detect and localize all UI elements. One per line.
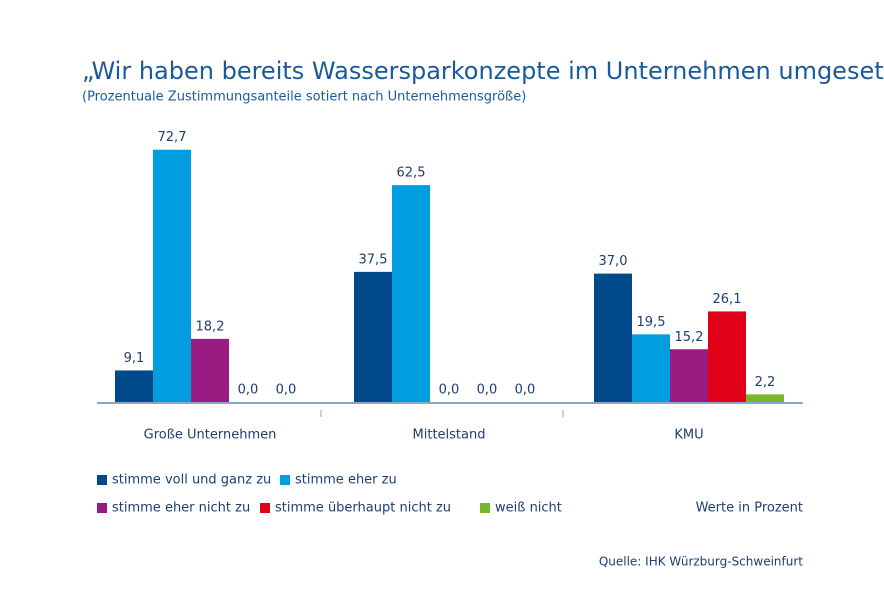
legend-label: weiß nicht <box>495 501 562 516</box>
data-label: 19,5 <box>637 315 666 330</box>
x-tick-label: Mittelstand <box>413 428 486 443</box>
x-tick-label: KMU <box>674 428 703 443</box>
bar <box>392 185 430 402</box>
legend-swatch <box>260 503 270 513</box>
legend-swatch <box>97 503 107 513</box>
data-label: 0,0 <box>477 383 498 398</box>
data-label: 0,0 <box>238 383 259 398</box>
source: Quelle: IHK Würzburg-Schweinfurt <box>599 555 803 569</box>
data-label: 62,5 <box>397 166 426 181</box>
bar <box>670 349 708 402</box>
data-label: 0,0 <box>515 383 536 398</box>
data-label: 0,0 <box>276 383 297 398</box>
legend-label: stimme überhaupt nicht zu <box>275 501 451 516</box>
bar <box>594 273 632 402</box>
bar <box>191 338 229 402</box>
legend-label: stimme eher zu <box>295 473 397 488</box>
data-label: 37,0 <box>599 254 628 269</box>
data-label: 72,7 <box>158 130 187 145</box>
bar <box>354 271 392 402</box>
data-label: 26,1 <box>713 292 742 307</box>
legend-label: stimme voll und ganz zu <box>112 473 271 488</box>
legend-swatch <box>97 475 107 485</box>
x-tick-label: Große Unternehmen <box>144 428 277 443</box>
bar <box>153 149 191 402</box>
bar <box>115 370 153 402</box>
data-label: 2,2 <box>755 375 776 390</box>
chart-title: „Wir haben bereits Wassersparkonzepte im… <box>82 57 884 85</box>
legend-swatch <box>480 503 490 513</box>
legend-label: stimme eher nicht zu <box>112 501 250 516</box>
data-label: 18,2 <box>196 319 225 334</box>
data-label: 15,2 <box>675 330 704 345</box>
data-label: 37,5 <box>359 252 388 267</box>
data-label: 9,1 <box>124 351 145 366</box>
data-label: 0,0 <box>439 383 460 398</box>
bar <box>746 394 784 402</box>
bar <box>632 334 670 402</box>
note: Werte in Prozent <box>696 501 803 516</box>
legend-swatch <box>280 475 290 485</box>
bar <box>708 311 746 402</box>
chart-subtitle: (Prozentuale Zustimmungsanteile sotiert … <box>82 90 526 105</box>
